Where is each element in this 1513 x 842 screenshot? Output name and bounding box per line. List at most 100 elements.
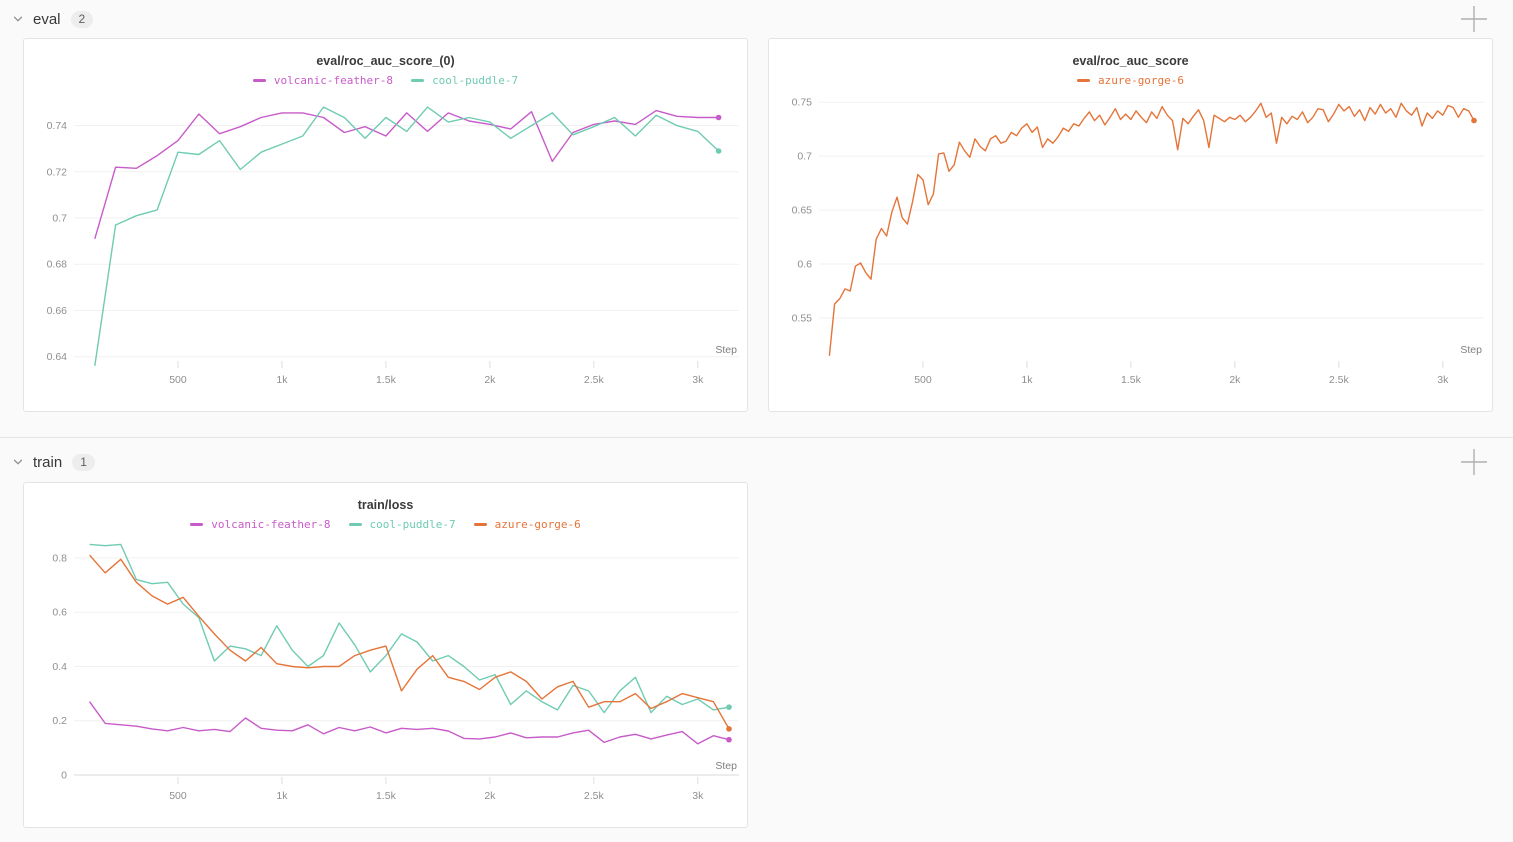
x-tick-label: 500	[169, 790, 187, 802]
chart-panel-train-loss[interactable]: train/loss volcanic-feather-8 cool-puddle…	[23, 482, 748, 828]
line-chart[interactable]: 0 0.2 0.4 0.6 0.8 500 1k 1.5k 2k 2.5k 3k Step	[24, 535, 747, 823]
x-axis-label: Step	[715, 344, 737, 356]
y-tick-label: 0.6	[797, 259, 812, 271]
legend-swatch	[473, 523, 487, 526]
eval-panel-row: eval/roc_auc_score_(0) volcanic-feather-…	[0, 34, 1513, 412]
line-chart[interactable]: 0.55 0.6 0.65 0.7 0.75 500 1k 1.5k 2k 2.5k 3k Step	[769, 91, 1492, 407]
y-tick-label: 0.66	[47, 305, 68, 317]
y-tick-label: 0.55	[792, 313, 813, 325]
x-tick-label: 500	[914, 374, 932, 386]
legend-label: azure-gorge-6	[494, 518, 581, 531]
section-title: eval	[33, 10, 61, 28]
chart-title: eval/roc_auc_score	[1072, 54, 1189, 68]
chevron-down-icon[interactable]	[10, 454, 26, 470]
legend-label: cool-puddle-7	[432, 74, 519, 87]
gridlines	[74, 557, 739, 776]
section-divider	[0, 437, 1513, 438]
series-end-dot-azure-gorge-6	[726, 726, 732, 732]
section-eval: eval 2 eval/roc_auc_score_(0) volcanic-f…	[0, 0, 1513, 412]
legend-swatch	[411, 79, 425, 82]
legend-item-volcanic-feather-8: volcanic-feather-8	[252, 74, 394, 87]
x-axis-label: Step	[1460, 344, 1482, 356]
panel-count-badge: 2	[70, 10, 94, 28]
x-tick-label: 3k	[692, 374, 704, 386]
legend-label: volcanic-feather-8	[211, 518, 331, 531]
x-tick-label: 2k	[484, 374, 496, 386]
x-axis: 500 1k 1.5k 2k 2.5k 3k	[914, 361, 1449, 386]
x-tick-label: 2.5k	[584, 790, 605, 802]
gridlines	[819, 101, 1484, 319]
x-tick-label: 1.5k	[1121, 374, 1142, 386]
series-line-azure-gorge-6	[89, 554, 730, 730]
chart-panel-roc-auc-score-0[interactable]: eval/roc_auc_score_(0) volcanic-feather-…	[23, 38, 748, 412]
x-axis-label: Step	[715, 760, 737, 772]
legend-item-volcanic-feather-8: volcanic-feather-8	[190, 518, 331, 531]
chart-legend: volcanic-feather-8 cool-puddle-7 azure-gor…	[190, 514, 581, 535]
legend-item-cool-puddle-7: cool-puddle-7	[411, 74, 518, 87]
x-tick-label: 2k	[1229, 374, 1241, 386]
section-train: train 1 train/loss volcanic-feather-8 coo…	[0, 438, 1513, 828]
y-tick-label: 0.6	[52, 607, 67, 619]
series-end-dot-azure-gorge-6	[1471, 117, 1477, 124]
y-tick-label: 0.2	[52, 715, 67, 727]
y-tick-label: 0.4	[52, 661, 67, 673]
x-tick-label: 2.5k	[584, 374, 605, 386]
section-header-eval: eval 2	[0, 0, 1513, 34]
section-title: train	[33, 453, 63, 471]
y-tick-label: 0.72	[47, 166, 68, 178]
legend-item-cool-puddle-7: cool-puddle-7	[348, 518, 456, 531]
y-tick-label: 0.75	[792, 97, 813, 109]
chart-legend: azure-gorge-6	[1076, 70, 1185, 91]
legend-swatch	[348, 523, 362, 526]
series-line-azure-gorge-6	[828, 102, 1475, 356]
y-tick-label: 0.74	[47, 120, 68, 132]
y-tick-label: 0.8	[52, 552, 67, 564]
series-end-dot-cool-puddle-7	[715, 148, 722, 154]
x-tick-label: 2k	[484, 790, 496, 802]
panel-count-badge: 1	[72, 453, 95, 471]
y-tick-label: 0.64	[47, 351, 68, 363]
chevron-down-icon[interactable]	[10, 11, 26, 27]
y-tick-label: 0	[61, 770, 67, 782]
series-end-dot-volcanic-feather-8	[715, 114, 722, 121]
chart-title: eval/roc_auc_score_(0)	[316, 54, 455, 68]
y-tick-label: 0.65	[792, 205, 813, 217]
x-tick-label: 1k	[1021, 374, 1033, 386]
x-tick-label: 1k	[276, 374, 288, 386]
legend-label: cool-puddle-7	[369, 518, 456, 531]
series-end-dot-volcanic-feather-8	[726, 736, 732, 743]
y-tick-label: 0.7	[52, 213, 67, 225]
chart-legend: volcanic-feather-8 cool-puddle-7	[252, 70, 518, 91]
x-tick-label: 3k	[692, 790, 704, 802]
x-tick-label: 1k	[276, 790, 288, 802]
x-tick-label: 3k	[1437, 374, 1449, 386]
series-line-cool-puddle-7	[89, 543, 730, 714]
chart-panel-roc-auc-score[interactable]: eval/roc_auc_score azure-gorge-6 0.55 0.6…	[768, 38, 1493, 412]
y-tick-label: 0.7	[797, 151, 812, 163]
legend-swatch	[190, 523, 204, 526]
series-end-dot-cool-puddle-7	[726, 704, 732, 710]
section-header-train: train 1	[0, 438, 1513, 478]
train-panel-row: train/loss volcanic-feather-8 cool-puddle…	[0, 478, 1513, 828]
add-panel-button[interactable]	[1459, 4, 1489, 34]
legend-swatch	[1076, 79, 1090, 82]
x-tick-label: 2.5k	[1329, 374, 1350, 386]
x-tick-label: 500	[169, 374, 187, 386]
series-line-cool-puddle-7	[94, 106, 720, 367]
x-tick-label: 1.5k	[376, 374, 397, 386]
legend-swatch	[252, 79, 266, 82]
legend-item-azure-gorge-6: azure-gorge-6	[473, 518, 581, 531]
x-axis: 500 1k 1.5k 2k 2.5k 3k	[169, 361, 704, 386]
x-tick-label: 1.5k	[376, 790, 397, 802]
x-axis: 500 1k 1.5k 2k 2.5k 3k	[169, 777, 704, 802]
series-line-volcanic-feather-8	[89, 701, 730, 745]
add-panel-button[interactable]	[1459, 447, 1489, 477]
y-tick-label: 0.68	[47, 259, 68, 271]
legend-label: azure-gorge-6	[1097, 74, 1185, 87]
chart-title: train/loss	[357, 498, 414, 512]
legend-item-azure-gorge-6: azure-gorge-6	[1076, 74, 1185, 87]
line-chart[interactable]: 0.64 0.66 0.68 0.7 0.72 0.74 500 1k 1.5k 2k 2.5k 3k…	[24, 91, 747, 407]
series-line-volcanic-feather-8	[94, 109, 719, 239]
legend-label: volcanic-feather-8	[273, 74, 394, 87]
gridlines	[74, 125, 739, 358]
